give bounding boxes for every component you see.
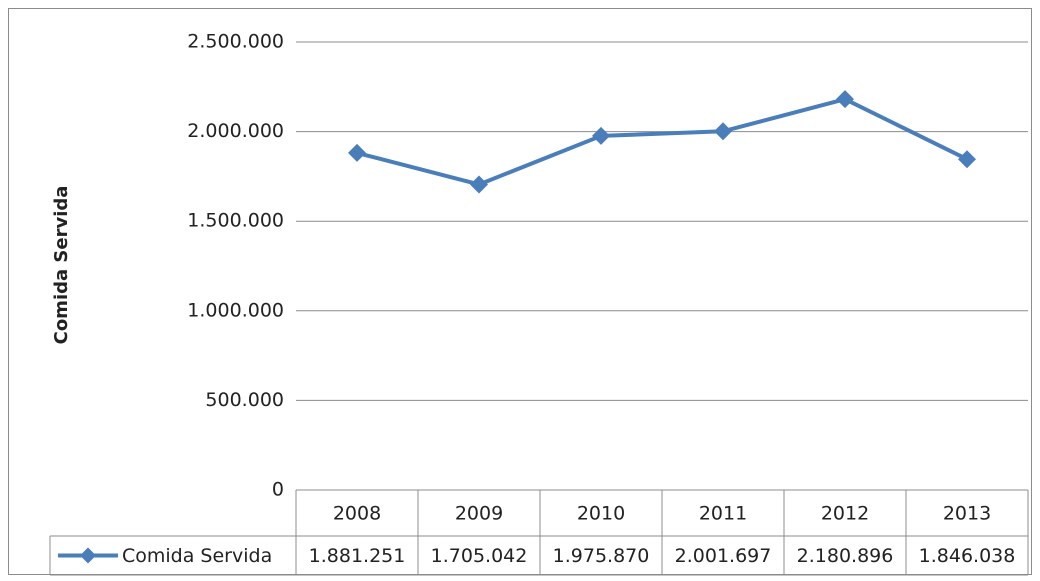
table-value: 1.705.042 [431,545,528,567]
marker [836,90,854,109]
table-value: 1.846.038 [919,545,1016,567]
x-tick-label: 2011 [699,503,747,525]
marker [592,126,610,145]
y-tick-label: 1.000.000 [187,299,284,321]
marker [470,175,488,194]
table-value: 2.001.697 [675,545,772,567]
x-tick-label: 2009 [455,503,503,525]
legend-marker [80,547,96,564]
y-tick-label: 0 [272,479,284,501]
legend-label: Comida Servida [122,545,272,567]
marker [348,143,366,162]
x-tick-label: 2012 [821,503,869,525]
x-tick-label: 2008 [333,503,381,525]
y-tick-label: 2.000.000 [187,120,284,142]
series-line [356,97,968,187]
marker [958,150,976,169]
chart-border [8,8,1032,575]
y-tick-label: 2.500.000 [187,31,284,53]
y-axis-label: Comida Servida [51,186,72,345]
y-tick-label: 1.500.000 [187,210,284,232]
x-tick-label: 2013 [943,503,991,525]
x-tick-label: 2010 [577,503,625,525]
table-value: 2.180.896 [797,545,894,567]
marker [714,122,732,141]
table-value: 1.975.870 [553,545,650,567]
y-tick-label: 500.000 [205,389,284,411]
table-value: 1.881.251 [309,545,406,567]
